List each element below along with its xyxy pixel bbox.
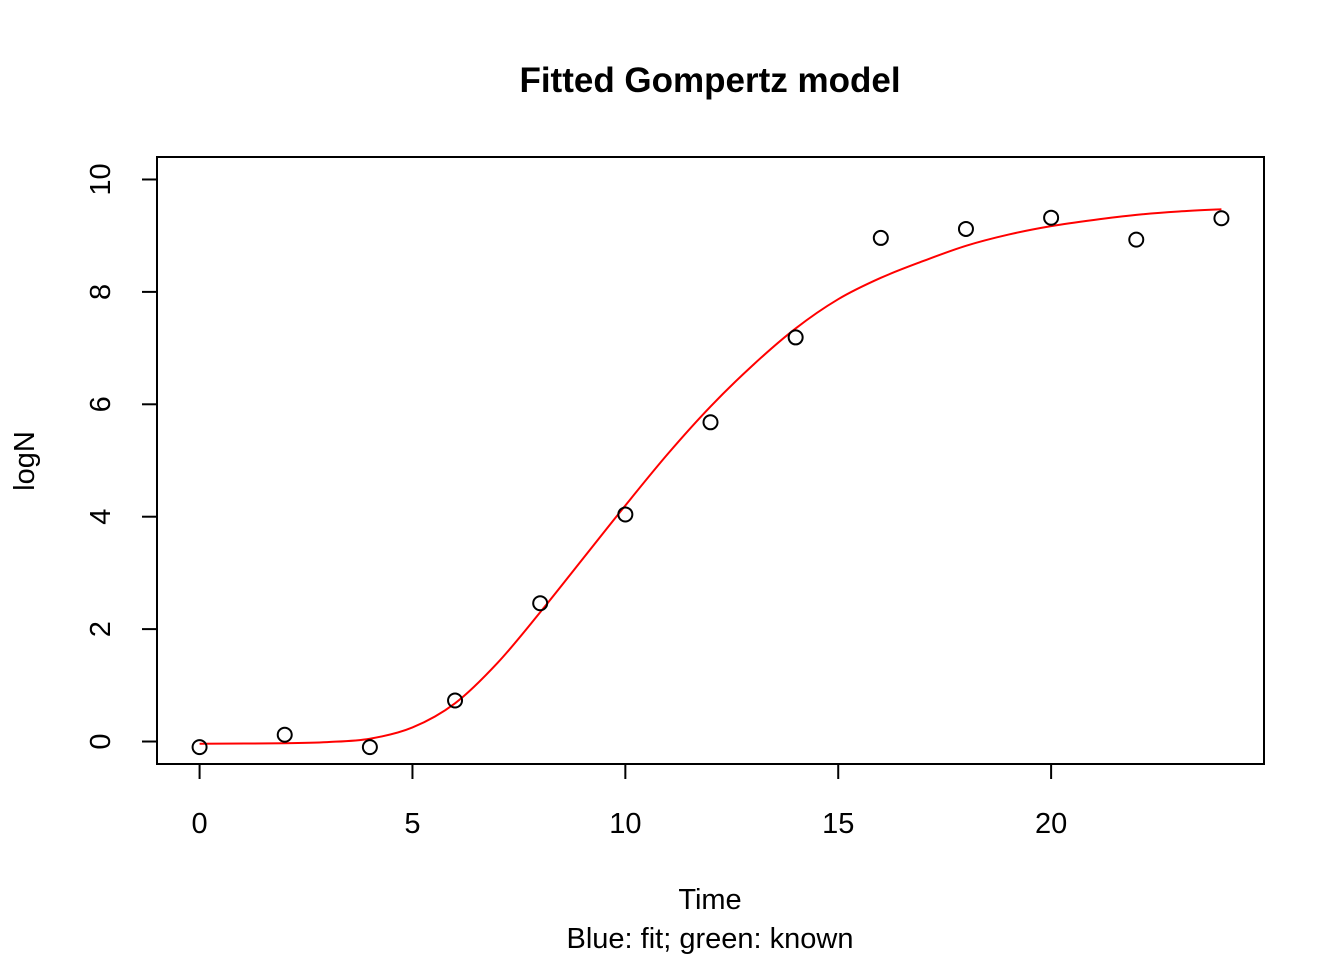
x-tick-label: 20 xyxy=(1035,808,1067,840)
data-point xyxy=(276,726,293,743)
data-point xyxy=(617,506,634,523)
series-layer xyxy=(191,208,1230,756)
data-point xyxy=(787,329,804,346)
x-tick-label: 15 xyxy=(822,808,854,840)
data-point xyxy=(957,220,974,237)
data-point xyxy=(361,739,378,756)
x-tick-label: 10 xyxy=(609,808,641,840)
data-point xyxy=(447,692,464,709)
plot-frame xyxy=(156,156,1265,765)
y-axis-label: logN xyxy=(9,431,41,491)
chart-subtitle: Blue: fit; green: known xyxy=(567,923,854,955)
x-axis: 0 5 10 15 20 xyxy=(192,763,1067,840)
data-point xyxy=(1213,210,1230,227)
y-tick-label: 2 xyxy=(85,621,117,637)
y-tick-label: 4 xyxy=(85,509,117,525)
data-point xyxy=(702,414,719,431)
y-tick-label: 0 xyxy=(85,733,117,749)
data-point xyxy=(191,739,208,756)
data-point xyxy=(872,229,889,246)
x-tick-label: 0 xyxy=(192,808,208,840)
fitted-curve xyxy=(199,208,1222,745)
y-axis: 0 2 4 6 8 10 xyxy=(85,163,158,750)
data-point xyxy=(1043,209,1060,226)
y-tick-label: 6 xyxy=(85,396,117,412)
y-tick-label: 10 xyxy=(85,163,117,195)
data-point xyxy=(1128,231,1145,248)
chart-title: Fitted Gompertz model xyxy=(519,61,900,100)
y-tick-label: 8 xyxy=(85,284,117,300)
x-axis-label: Time xyxy=(678,884,741,916)
data-point xyxy=(532,595,549,612)
x-tick-label: 5 xyxy=(404,808,420,840)
